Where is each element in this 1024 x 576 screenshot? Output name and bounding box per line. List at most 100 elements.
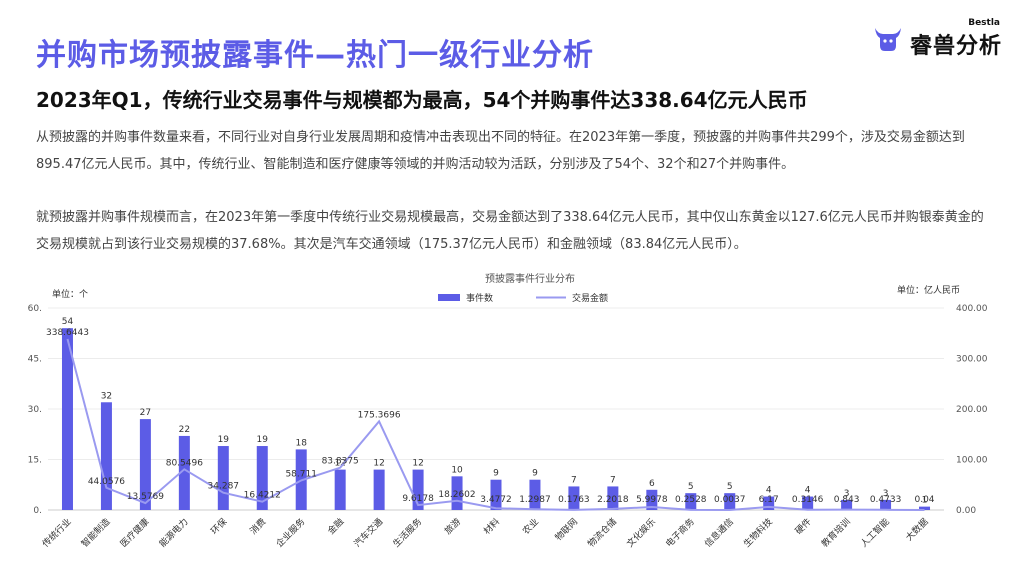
- industry-distribution-chart: 预披露事件行业分布 事件数 交易金额 单位：个 单位：亿人民币 0.15.30.…: [28, 272, 988, 550]
- x-tick-label: 物流仓储: [585, 516, 619, 550]
- x-tick-label: 信息通信: [702, 516, 736, 550]
- legend-line-label: 交易金额: [572, 292, 608, 304]
- bar: [61, 328, 73, 510]
- line-data-label: 83.8375: [322, 457, 359, 467]
- x-tick-label: 大数据: [903, 516, 931, 544]
- legend-bar-swatch: [438, 294, 460, 301]
- left-tick-label: 60.: [28, 304, 42, 314]
- left-tick-label: 15.: [28, 456, 42, 466]
- bar-data-label: 7: [571, 475, 577, 485]
- amount-line: [66, 338, 925, 512]
- line-data-label: 338.6443: [46, 328, 89, 338]
- chart-title: 预披露事件行业分布: [485, 272, 575, 285]
- right-axis-unit: 单位：亿人民币: [897, 284, 960, 296]
- line-data-label: 58.711: [285, 469, 317, 479]
- page-title: 并购市场预披露事件—热门一级行业分析: [36, 38, 594, 73]
- bar-data-label: 54: [62, 317, 74, 327]
- bar: [412, 469, 424, 510]
- line-data-label: 18.2602: [438, 490, 475, 500]
- bar: [178, 435, 190, 510]
- x-tick-label: 生物科技: [741, 516, 775, 550]
- x-tick-label: 金融: [325, 516, 346, 537]
- line-data-label: 0.1763: [558, 495, 590, 505]
- left-tick-label: 30.: [28, 405, 42, 415]
- bar-data-label: 1: [922, 496, 928, 506]
- bar-data-label: 12: [373, 459, 384, 469]
- bar-data-label: 18: [295, 438, 307, 448]
- right-tick-label: 200.00: [956, 405, 988, 415]
- bar-data-label: 27: [140, 408, 151, 418]
- x-axis-labels: 传统行业 智能制造 医疗健康 能源电力 环保 消费 企业服务 金融 汽车交通 生活服务 旅游 材料 农业…: [40, 516, 931, 550]
- line-data-label: 13.5769: [127, 492, 164, 502]
- bar-data-label: 4: [805, 486, 811, 496]
- bar: [490, 479, 502, 510]
- x-tick-label: 电子商务: [663, 516, 697, 550]
- bar: [802, 496, 814, 510]
- x-tick-label: 环保: [208, 516, 229, 537]
- x-tick-label: 旅游: [442, 516, 463, 537]
- page-subtitle: 2023年Q1，传统行业交易事件与规模都为最高，54个并购事件达338.64亿元…: [36, 88, 808, 112]
- line-data-label: 5.9978: [636, 495, 668, 505]
- bar: [841, 499, 853, 510]
- line-data-label: 2.2018: [597, 495, 629, 505]
- bar-data-label: 12: [412, 459, 423, 469]
- x-tick-label: 教育培训: [819, 516, 853, 550]
- x-tick-label: 消费: [247, 516, 268, 537]
- bar: [529, 479, 541, 510]
- bar: [685, 493, 697, 510]
- right-tick-label: 300.00: [956, 355, 988, 365]
- brand-top-text: Bestla: [968, 18, 1000, 28]
- line-data-label: 6.17: [759, 495, 779, 505]
- legend-bar-label: 事件数: [466, 292, 493, 304]
- line-data-label: 44.0576: [88, 477, 125, 487]
- right-tick-label: 400.00: [956, 304, 988, 314]
- x-tick-label: 汽车交通: [351, 516, 385, 550]
- bar-data-label: 7: [610, 475, 616, 485]
- paragraph-1: 从预披露的并购事件数量来看，不同行业对自身行业发展周期和疫情冲击表现出不同的特征…: [36, 130, 965, 172]
- x-tick-label: 生活服务: [390, 516, 424, 550]
- x-tick-label: 能源电力: [157, 516, 191, 550]
- left-tick-label: 0.: [33, 506, 42, 516]
- bull-logo-icon: [875, 28, 901, 51]
- bar-data-label: 32: [101, 391, 112, 401]
- bar-data-label: 9: [532, 469, 538, 479]
- line-data-label: 16.4212: [244, 491, 281, 501]
- gridlines: [48, 307, 944, 511]
- bar: [919, 506, 931, 510]
- bar: [256, 446, 268, 510]
- bar: [334, 469, 346, 510]
- line-data-label: 0.2528: [675, 495, 707, 505]
- line-data-label: 0.04: [914, 495, 934, 505]
- line-data-label: 0.4733: [870, 495, 902, 505]
- line-data-label: 175.3696: [358, 410, 401, 420]
- line-data-label: 34.287: [208, 482, 240, 492]
- paragraph-2: 就预披露并购事件规模而言，在2023年第一季度中传统行业交易规模最高，交易金额达…: [36, 210, 984, 252]
- bar: [568, 486, 580, 510]
- x-tick-label: 文化娱乐: [624, 516, 658, 550]
- line-data-label: 9.6178: [402, 494, 434, 504]
- x-tick-label: 企业服务: [273, 516, 307, 550]
- right-tick-label: 0.00: [956, 506, 976, 516]
- x-tick-label: 物联网: [552, 516, 580, 544]
- line-data-label: 0.843: [834, 495, 860, 505]
- bar-data-label: 3: [844, 489, 850, 499]
- bar-data-label: 12: [334, 459, 345, 469]
- line-data-label: 3.4772: [480, 495, 512, 505]
- line-data-label: 1.2987: [519, 495, 551, 505]
- left-axis-unit: 单位：个: [52, 288, 88, 300]
- bar-data-label: 19: [218, 435, 230, 445]
- line-data-label: 80.5496: [166, 458, 203, 468]
- bar-data-label: 5: [688, 482, 694, 492]
- bar: [724, 493, 736, 510]
- bar: [139, 419, 151, 510]
- left-axis-ticks: 0. 15. 30. 45. 60.: [28, 304, 42, 516]
- x-tick-label: 人工智能: [858, 516, 892, 550]
- right-axis-ticks: 0.00 100.00 200.00 300.00 400.00: [956, 304, 988, 516]
- bar: [880, 499, 892, 510]
- bar: [373, 469, 385, 510]
- x-tick-label: 农业: [520, 516, 541, 537]
- brand-name: 睿兽分析: [909, 34, 1002, 59]
- bar: [607, 486, 619, 510]
